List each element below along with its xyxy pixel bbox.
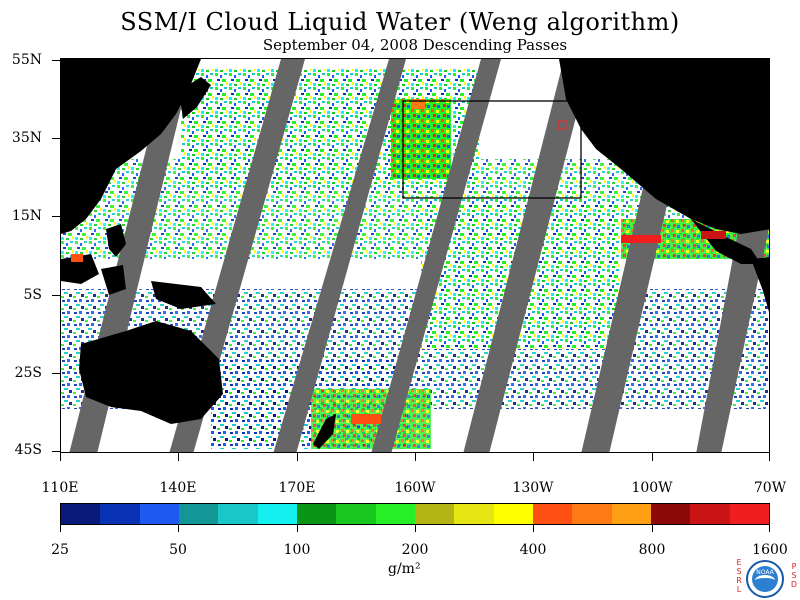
- colorbar: [60, 503, 770, 525]
- colorbar-swatch: [454, 504, 494, 524]
- colorbar-swatch: [532, 504, 573, 524]
- lat-label-25s: 25S: [14, 365, 42, 381]
- logo-letter: L: [736, 585, 742, 594]
- colorbar-swatch: [650, 504, 691, 524]
- colorbar-tick: [60, 525, 61, 532]
- lat-label-35n: 35N: [11, 130, 42, 146]
- lat-label-45s: 45S: [14, 442, 42, 458]
- lon-tick: [533, 453, 534, 461]
- map-title: SSM/I Cloud Liquid Water (Weng algorithm…: [120, 8, 680, 36]
- colorbar-swatch: [690, 504, 730, 524]
- logo-letter: S: [736, 567, 742, 576]
- logo-letter: E: [736, 558, 742, 567]
- lat-tick: [52, 451, 60, 452]
- logo-letter: R: [736, 576, 742, 585]
- colorbar-tick: [533, 525, 534, 532]
- lon-label-170e: 170E: [278, 480, 316, 496]
- units-label: g/m²: [388, 561, 421, 577]
- lon-label-100w: 100W: [631, 480, 673, 496]
- lon-tick: [297, 453, 298, 461]
- logo-gull-icon: [755, 575, 775, 586]
- lon-tick: [178, 453, 179, 461]
- logo-right-letters: P S D: [790, 562, 798, 589]
- colorbar-swatch: [296, 504, 337, 524]
- colorbar-tick: [415, 525, 416, 532]
- logo-text: NOAA: [756, 569, 774, 576]
- map-subtitle: September 04, 2008 Descending Passes: [262, 36, 568, 54]
- lat-tick: [52, 138, 60, 139]
- noaa-logo: E S R L NOAA P S D: [735, 558, 800, 600]
- colorbar-swatch: [100, 504, 140, 524]
- logo-letter: D: [790, 580, 798, 589]
- colorbar-swatch: [729, 504, 769, 524]
- colorbar-swatch: [336, 504, 376, 524]
- map-area: [60, 58, 770, 453]
- logo-left-letters: E S R L: [735, 558, 743, 594]
- colorbar-label-400: 400: [519, 542, 547, 558]
- colorbar-tick: [652, 525, 653, 532]
- logo-letter: S: [791, 571, 797, 580]
- lat-tick: [52, 295, 60, 296]
- colorbar-swatch: [611, 504, 651, 524]
- colorbar-tick: [178, 525, 179, 532]
- colorbar-swatch: [375, 504, 415, 524]
- colorbar-label-100: 100: [283, 542, 311, 558]
- colorbar-swatch: [572, 504, 612, 524]
- lon-tick: [60, 453, 61, 461]
- lon-label-160w: 160W: [394, 480, 436, 496]
- colorbar-label-1600: 1600: [752, 542, 788, 558]
- lon-label-70w: 70W: [753, 480, 787, 496]
- logo-letter: P: [791, 562, 797, 571]
- colorbar-swatch: [414, 504, 455, 524]
- map-canvas: [61, 59, 769, 452]
- colorbar-swatch: [493, 504, 533, 524]
- colorbar-tick: [769, 525, 770, 532]
- colorbar-swatch: [139, 504, 179, 524]
- lon-tick: [652, 453, 653, 461]
- colorbar-swatch: [218, 504, 258, 524]
- lon-label-110e: 110E: [41, 480, 79, 496]
- colorbar-tick: [297, 525, 298, 532]
- colorbar-swatch: [257, 504, 297, 524]
- lon-tick: [769, 453, 770, 461]
- colorbar-label-25: 25: [51, 542, 69, 558]
- colorbar-label-200: 200: [401, 542, 429, 558]
- lat-tick: [52, 373, 60, 374]
- colorbar-label-50: 50: [169, 542, 187, 558]
- lon-label-130w: 130W: [512, 480, 554, 496]
- lat-label-5s: 5S: [23, 287, 43, 303]
- lon-tick: [415, 453, 416, 461]
- lat-tick: [52, 216, 60, 217]
- lat-label-55n: 55N: [11, 52, 42, 68]
- colorbar-swatch: [178, 504, 219, 524]
- colorbar-swatch: [61, 504, 101, 524]
- lat-tick: [52, 60, 60, 61]
- lon-label-140e: 140E: [159, 480, 197, 496]
- colorbar-label-800: 800: [638, 542, 666, 558]
- lat-label-15n: 15N: [11, 208, 42, 224]
